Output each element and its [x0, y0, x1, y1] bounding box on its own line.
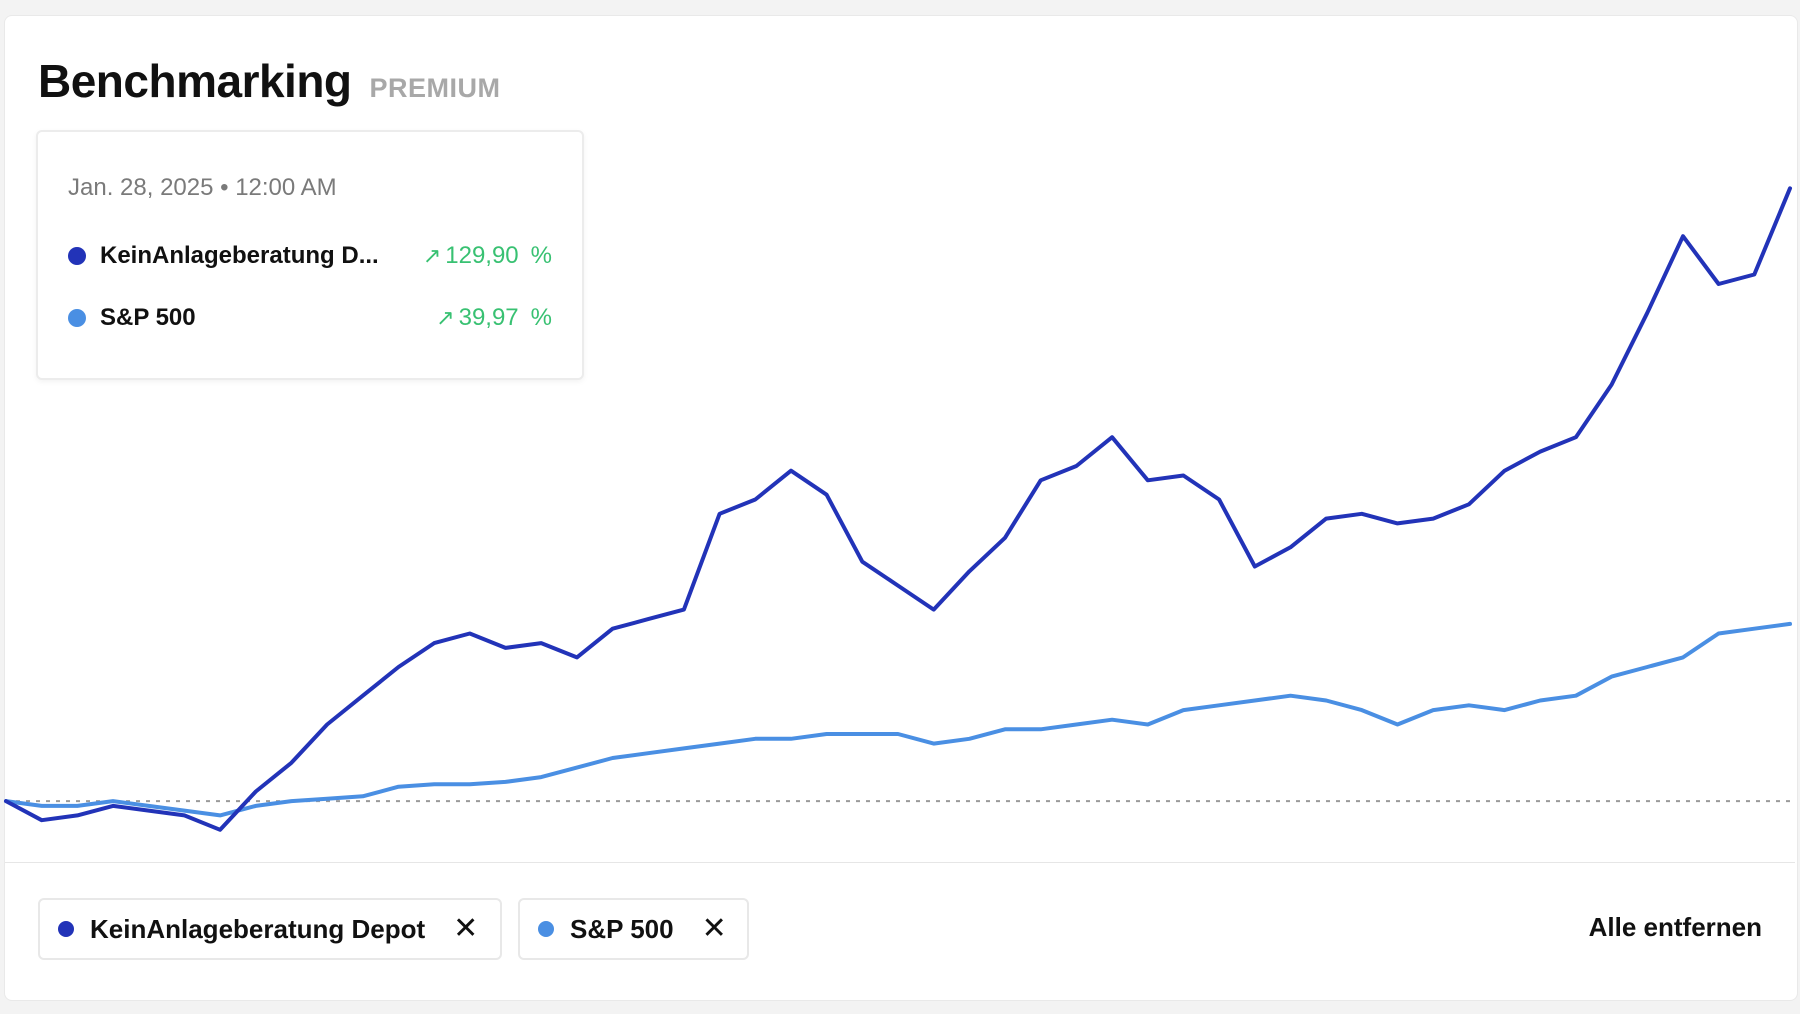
tooltip-series-value: ↗ 129,90 % — [423, 242, 552, 270]
divider — [5, 862, 1795, 863]
series-dot-sp500 — [68, 309, 86, 327]
tooltip-value-unit: % — [530, 304, 552, 331]
series-line-depot — [4, 186, 1792, 832]
series-dot-depot — [68, 247, 86, 265]
tooltip-row-depot: KeinAnlageberatung D... ↗ 129,90 % — [68, 240, 552, 272]
trend-up-arrow-icon: ↗ — [422, 243, 442, 268]
tooltip-value-number: 39,97 — [458, 304, 519, 331]
series-dot-sp500 — [538, 921, 554, 937]
remove-all-button[interactable]: Alle entfernen — [1588, 912, 1762, 942]
series-dot-depot — [58, 921, 74, 937]
premium-badge: PREMIUM — [369, 73, 501, 103]
chart-tooltip: Jan. 28, 2025 • 12:00 AM KeinAnlageberat… — [36, 130, 584, 380]
tooltip-value-number: 129,90 — [445, 242, 519, 269]
chip-label: S&P 500 — [570, 913, 674, 944]
series-line-sp500 — [4, 621, 1792, 818]
chip-label: KeinAnlageberatung Depot — [90, 913, 426, 944]
chip-depot: KeinAnlageberatung Depot ✕ — [38, 898, 502, 960]
page-title: Benchmarking — [38, 55, 352, 107]
close-icon[interactable]: ✕ — [701, 912, 727, 945]
chip-sp500: S&P 500 ✕ — [518, 898, 749, 960]
tooltip-series-name: S&P 500 — [100, 304, 196, 331]
tooltip-series-value: ↗ 39,97 % — [436, 304, 552, 332]
trend-up-arrow-icon: ↗ — [436, 305, 455, 330]
tooltip-date: Jan. 28, 2025 • 12:00 AM — [68, 174, 337, 201]
tooltip-value-unit: % — [530, 242, 552, 269]
header: Benchmarking PREMIUM — [38, 54, 501, 108]
tooltip-row-sp500: S&P 500 ↗ 39,97 % — [68, 302, 552, 334]
close-icon[interactable]: ✕ — [453, 912, 479, 945]
tooltip-series-name: KeinAnlageberatung D... — [100, 242, 379, 269]
